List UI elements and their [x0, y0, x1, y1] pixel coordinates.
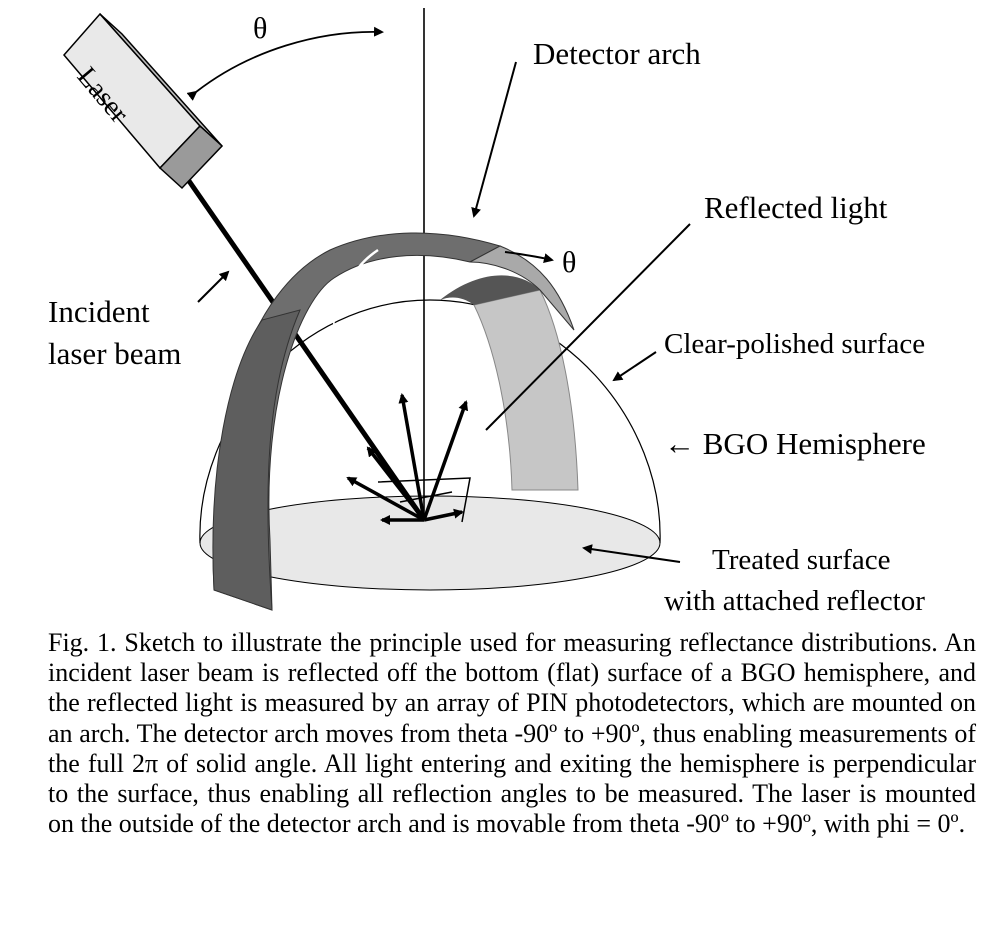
theta-top-label: θ [253, 12, 268, 45]
detector-arch-pointer [471, 61, 517, 218]
incident-label-line2: laser beam [48, 336, 182, 371]
phi-label: ϕ [326, 292, 342, 325]
bgo-hemisphere-label: ← BGO Hemisphere [664, 426, 926, 461]
reflected-light-label: Reflected light [704, 190, 888, 225]
figure-sketch: Laser θ Detector arch Reflected light θ … [48, 8, 926, 617]
laser-box [63, 12, 224, 190]
incident-label-line1: Incident [48, 294, 150, 329]
clear-polished-label: Clear-polished surface [664, 328, 926, 360]
arch-left-leg [212, 309, 301, 611]
detector-arch-label: Detector arch [533, 36, 701, 71]
treated-label-line2: with attached reflector [664, 585, 925, 617]
figure-caption: Fig. 1. Sketch to illustrate the princip… [48, 628, 976, 839]
caption-text: Fig. 1. Sketch to illustrate the princip… [48, 628, 983, 839]
incident-laser-beam [177, 166, 427, 522]
arch-inner-dark [440, 275, 540, 305]
arch-top-band [469, 245, 575, 331]
theta-arch-label: θ [562, 246, 577, 279]
treated-label-line1: Treated surface [712, 544, 891, 576]
clear-polished-pointer [612, 351, 657, 382]
reflected-light-arrows [346, 393, 469, 525]
theta-arch-arrow [504, 251, 554, 264]
apparatus-drawing [63, 8, 691, 611]
treated-surface-pointer [582, 544, 681, 563]
incident-beam-pointer [197, 270, 230, 303]
theta-top-arc [186, 26, 384, 101]
phi-arch-arrow [348, 248, 379, 285]
reflected-light-pointer [485, 223, 691, 431]
